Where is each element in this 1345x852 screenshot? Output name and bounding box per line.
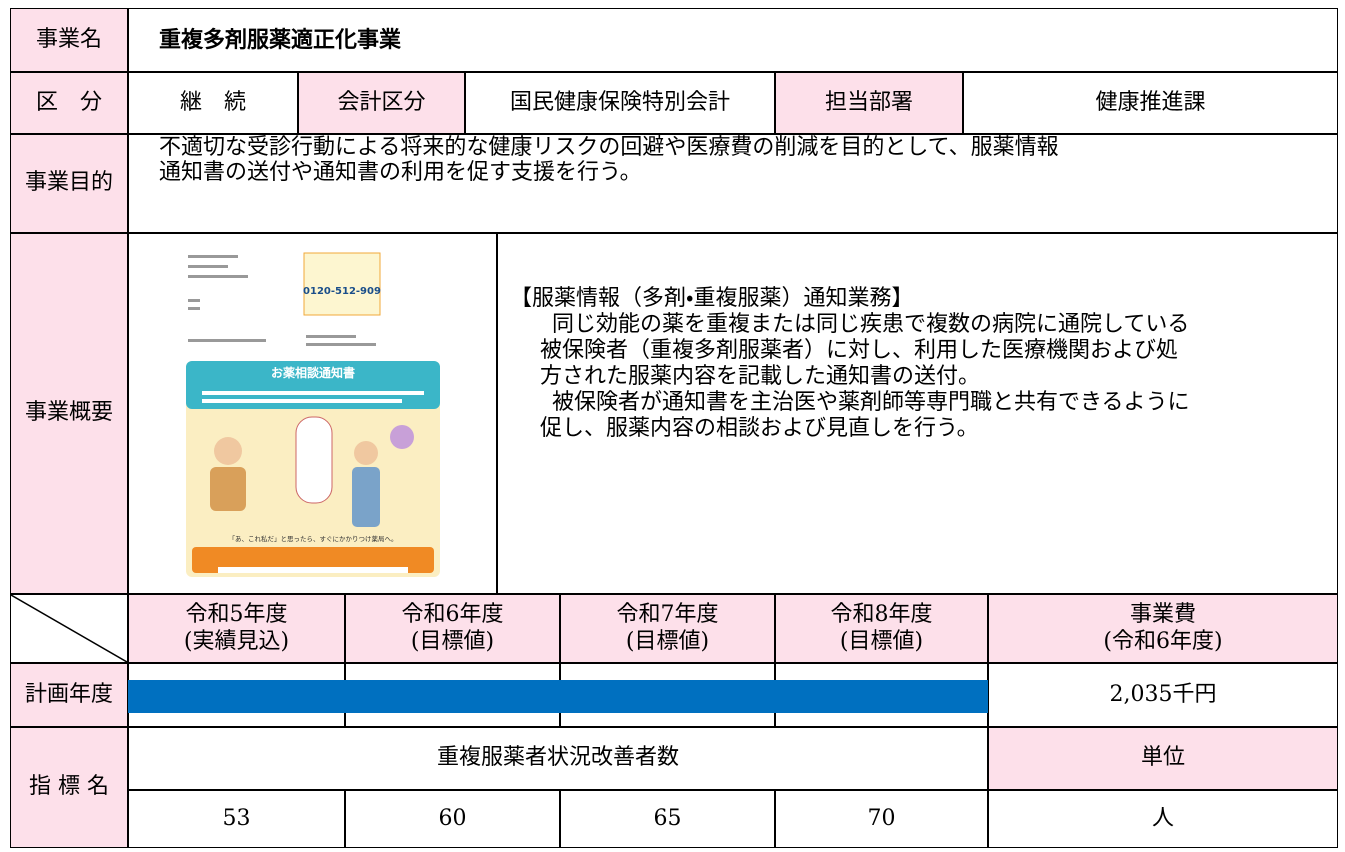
indicator-value: 70 [775, 790, 988, 848]
category: 継 続 [128, 72, 298, 134]
label-cell: 事業概要 [10, 233, 128, 594]
plan-bar [128, 680, 988, 713]
indicator-value: 65 [560, 790, 775, 848]
leaflet-footer: 「あ、これ私だ」と思ったら、すぐにかかりつけ薬局へ。 [228, 534, 397, 543]
leaflet-title: お薬相談通知書 [270, 365, 354, 380]
year: 令和5年度 [185, 602, 288, 628]
label-cell: 単位 [988, 727, 1338, 790]
year-header: 令和6年度 (目標値) [345, 594, 560, 663]
department: 健康推進課 [963, 72, 1338, 134]
overview-line: 被保険者が通知書を主治医や薬剤師等専門職と共有できるように [552, 390, 1190, 415]
year-note: (目標値) [839, 628, 924, 654]
year-note: (目標値) [625, 628, 710, 654]
purpose-line: 通知書の送付や通知書の利用を促す支援を行う。 [159, 160, 642, 185]
label-cell: 指 標 名 [10, 727, 128, 848]
indicator-name: 重複服薬者状況改善者数 [128, 727, 988, 790]
leaflet-phone: 0120-512-909 [303, 286, 381, 297]
cost-note: (令和6年度) [1103, 628, 1223, 654]
overview-line: 被保険者（重複多剤服薬者）に対し、利用した医療機関および処 [540, 338, 1179, 363]
image-cell: 0120-512-909 お薬相談通知書 「あ、これ私だ」と思ったら、すぐにかか… [128, 233, 497, 594]
year-note: (目標値) [410, 628, 495, 654]
cost-header: 事業費 (令和6年度) [988, 594, 1338, 663]
diagonal-cell [10, 594, 128, 663]
label-cell: 会計区分 [298, 72, 465, 134]
overview-line: 方された服薬内容を記載した通知書の送付。 [540, 364, 981, 389]
overview-line: 同じ効能の薬を重複または同じ疾患で複数の病院に通院している [552, 312, 1190, 337]
cost-label: 事業費 [1129, 602, 1196, 628]
year: 令和6年度 [401, 602, 504, 628]
indicator-value: 60 [345, 790, 560, 848]
overview-text: 【服薬情報（多剤・重複服薬）通知業務】 同じ効能の薬を重複または同じ疾患で複数の… [510, 286, 1190, 442]
label-cell: 事業名 [10, 8, 128, 72]
overview-line: 促し、服薬内容の相談および見直しを行う。 [540, 416, 979, 441]
year-header: 令和5年度 (実績見込) [128, 594, 345, 663]
year-note: (実績見込) [183, 628, 290, 654]
overview-heading: 【服薬情報（多剤・重複服薬）通知業務】 [510, 286, 914, 311]
purpose: 不適切な受診行動による将来的な健康リスクの回避や医療費の削減を目的として、服薬情… [128, 134, 1338, 233]
leaflet-image: 0120-512-909 お薬相談通知書 「あ、これ私だ」と思ったら、すぐにかか… [177, 241, 448, 586]
year: 令和8年度 [830, 602, 933, 628]
label-cell: 事業目的 [10, 134, 128, 233]
diagonal [11, 595, 127, 662]
overview-cell [497, 233, 1338, 594]
project-name: 重複多剤服薬適正化事業 [128, 8, 1338, 72]
purpose-line: 不適切な受診行動による将来的な健康リスクの回避や医療費の削減を目的として、服薬情… [159, 135, 1059, 160]
label-cell: 担当部署 [775, 72, 963, 134]
indicator-value: 53 [128, 790, 345, 848]
unit: 人 [988, 790, 1338, 848]
label-cell: 区 分 [10, 72, 128, 134]
year-header: 令和8年度 (目標値) [775, 594, 988, 663]
label-cell: 計画年度 [10, 663, 128, 727]
year: 令和7年度 [616, 602, 719, 628]
cost: 2,035千円 [988, 663, 1338, 727]
account: 国民健康保険特別会計 [465, 72, 775, 134]
year-header: 令和7年度 (目標値) [560, 594, 775, 663]
